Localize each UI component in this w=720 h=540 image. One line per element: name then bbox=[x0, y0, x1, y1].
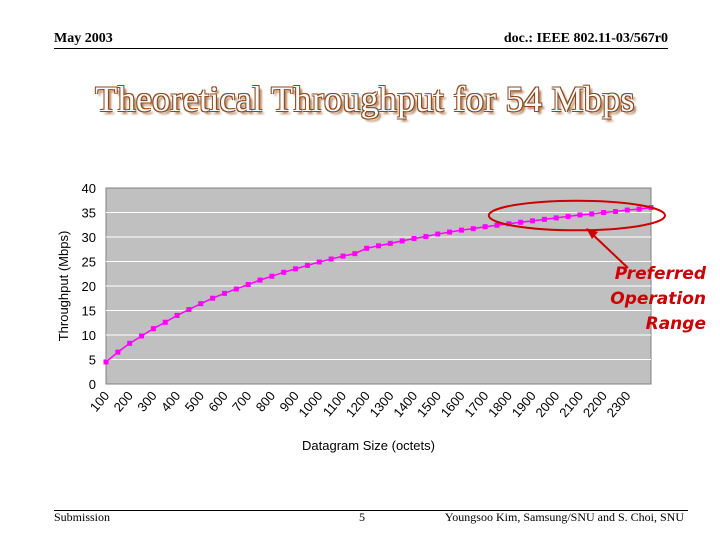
data-point bbox=[423, 234, 429, 240]
callout-line-2: Operation bbox=[610, 289, 706, 309]
data-point bbox=[257, 277, 263, 283]
x-tick-label: 300 bbox=[134, 388, 159, 414]
data-point bbox=[387, 240, 393, 246]
footer-authors: Youngsoo Kim, Samsung/SNU and S. Choi, S… bbox=[444, 510, 684, 524]
data-point bbox=[624, 207, 630, 213]
x-tick-label: 2200 bbox=[580, 388, 610, 420]
preferred-range-ellipse bbox=[487, 199, 666, 232]
data-point bbox=[364, 245, 370, 251]
y-axis-title: Throughput (Mbps) bbox=[56, 231, 71, 342]
x-axis-title: Datagram Size (octets) bbox=[302, 438, 435, 453]
x-tick-label: 700 bbox=[229, 388, 254, 414]
y-tick-label: 15 bbox=[82, 304, 96, 319]
data-point bbox=[245, 282, 251, 288]
data-point bbox=[221, 290, 227, 296]
data-point bbox=[269, 273, 275, 279]
x-tick-label: 1400 bbox=[390, 388, 420, 420]
preferred-range-callout: Preferred Operation Range bbox=[600, 262, 706, 337]
data-point bbox=[103, 359, 109, 365]
y-tick-label: 10 bbox=[82, 328, 96, 343]
y-tick-label: 0 bbox=[89, 377, 96, 392]
data-point bbox=[304, 262, 310, 268]
data-point bbox=[281, 269, 287, 275]
data-point bbox=[589, 211, 595, 217]
header-divider bbox=[54, 48, 668, 49]
x-tick-label: 1800 bbox=[485, 388, 515, 420]
data-point bbox=[435, 231, 441, 237]
callout-line-1: Preferred bbox=[614, 264, 706, 284]
data-point bbox=[399, 238, 405, 244]
data-point bbox=[518, 219, 524, 225]
footer-submission: Submission bbox=[54, 510, 111, 524]
y-tick-label: 25 bbox=[82, 255, 96, 270]
data-point bbox=[174, 312, 180, 318]
data-point bbox=[482, 224, 488, 230]
data-point bbox=[316, 259, 322, 265]
x-tick-label: 1300 bbox=[367, 388, 397, 420]
x-tick-label: 600 bbox=[205, 388, 230, 414]
data-point bbox=[210, 295, 216, 301]
x-tick-label: 1000 bbox=[295, 388, 325, 420]
data-point bbox=[447, 229, 453, 235]
data-point bbox=[186, 307, 192, 313]
header-date: May 2003 bbox=[54, 31, 113, 46]
header-doc-id: doc.: IEEE 802.11-03/567r0 bbox=[503, 31, 668, 46]
x-tick-label: 100 bbox=[87, 388, 112, 414]
footer-divider bbox=[54, 510, 688, 511]
x-tick-label: 400 bbox=[158, 388, 183, 414]
data-point bbox=[565, 213, 571, 219]
x-tick-label: 1200 bbox=[343, 388, 373, 420]
slide-title: Theoretical Throughput for 54 Mbps bbox=[95, 79, 635, 119]
data-point bbox=[233, 286, 239, 292]
data-point bbox=[150, 326, 156, 332]
y-tick-label: 30 bbox=[82, 230, 96, 245]
data-point bbox=[494, 222, 500, 228]
data-point bbox=[352, 251, 358, 257]
data-point bbox=[139, 333, 145, 339]
data-point bbox=[541, 216, 547, 222]
footer-page-number: 5 bbox=[359, 510, 365, 524]
data-point bbox=[328, 256, 334, 262]
data-point bbox=[376, 243, 381, 249]
x-tick-label: 800 bbox=[253, 388, 278, 414]
data-point bbox=[458, 227, 464, 233]
callout-arrow-head bbox=[586, 228, 598, 239]
data-point bbox=[411, 235, 417, 241]
data-point bbox=[601, 210, 607, 215]
x-tick-label: 1100 bbox=[320, 388, 349, 419]
x-tick-label: 500 bbox=[182, 388, 207, 414]
x-tick-label: 1700 bbox=[461, 388, 491, 420]
data-point bbox=[162, 319, 168, 325]
x-tick-label: 1600 bbox=[438, 388, 468, 420]
x-tick-label: 1500 bbox=[414, 388, 444, 420]
data-point bbox=[470, 226, 476, 232]
x-tick-label: 200 bbox=[111, 388, 136, 414]
data-point bbox=[127, 340, 133, 346]
y-tick-label: 35 bbox=[82, 206, 96, 221]
data-point bbox=[115, 349, 121, 355]
y-tick-label: 40 bbox=[82, 181, 96, 196]
x-tick-label: 1900 bbox=[509, 388, 539, 420]
x-tick-label: 2000 bbox=[532, 388, 562, 420]
data-point bbox=[293, 266, 299, 272]
data-point bbox=[198, 301, 204, 307]
data-point bbox=[506, 221, 512, 227]
data-point bbox=[340, 253, 346, 259]
data-point bbox=[636, 206, 642, 212]
y-tick-label: 5 bbox=[89, 353, 96, 368]
callout-line-3: Range bbox=[645, 314, 706, 334]
x-tick-label: 2300 bbox=[604, 388, 634, 420]
data-point bbox=[577, 212, 583, 218]
y-tick-label: 20 bbox=[82, 279, 96, 294]
callout-arrow-line bbox=[589, 231, 629, 269]
data-point bbox=[553, 215, 559, 221]
data-point bbox=[530, 218, 536, 224]
x-tick-label: 2100 bbox=[556, 388, 586, 420]
data-point bbox=[612, 209, 618, 215]
